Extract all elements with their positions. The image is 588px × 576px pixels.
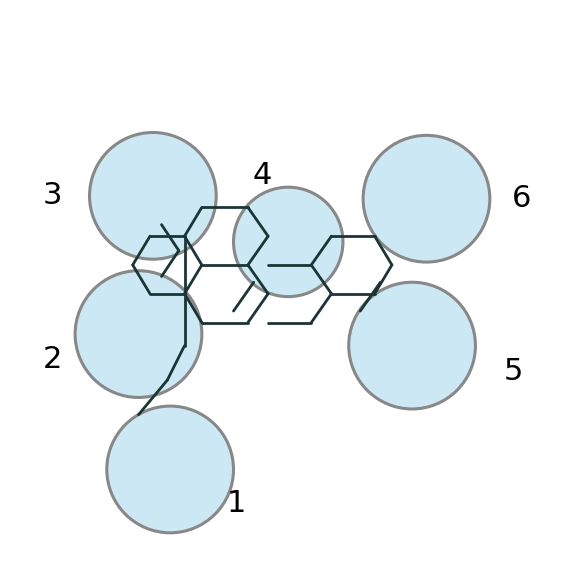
Circle shape [349, 282, 476, 409]
Circle shape [363, 135, 490, 262]
Circle shape [233, 187, 343, 297]
Text: 2: 2 [42, 346, 62, 374]
Text: 5: 5 [503, 357, 523, 386]
Text: 3: 3 [42, 181, 62, 210]
Text: 6: 6 [512, 184, 531, 213]
Text: 1: 1 [227, 490, 246, 518]
Circle shape [107, 406, 233, 533]
Circle shape [89, 132, 216, 259]
Circle shape [75, 271, 202, 397]
Text: 4: 4 [253, 161, 272, 190]
